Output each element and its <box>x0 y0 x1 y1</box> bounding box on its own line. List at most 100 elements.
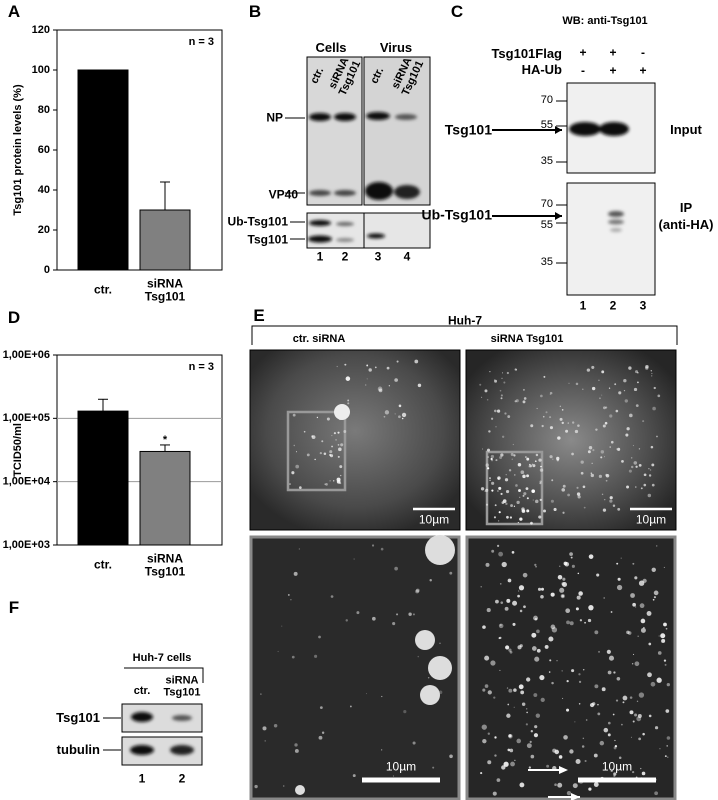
speckle <box>372 616 376 621</box>
speckle <box>306 453 310 457</box>
speckle <box>571 452 574 456</box>
speckle <box>507 578 512 583</box>
speckle <box>293 571 298 576</box>
speckle <box>412 613 415 616</box>
speckle <box>345 619 348 622</box>
panel-title: Huh-7 cells <box>132 652 192 665</box>
speckle <box>495 459 498 462</box>
speckle <box>666 745 668 747</box>
speckle <box>637 714 642 719</box>
y-tick-label: 1,00E+03 <box>3 539 50 551</box>
speckle <box>331 445 333 448</box>
speckle <box>613 772 617 776</box>
speckle <box>539 482 542 485</box>
speckle <box>484 655 490 661</box>
speckle <box>501 765 506 770</box>
speckle <box>487 690 492 695</box>
y-tick-label: 120 <box>32 24 50 36</box>
speckle <box>665 627 668 630</box>
speckle <box>384 410 390 415</box>
speckle <box>394 378 398 382</box>
lane-number: 3 <box>639 298 647 313</box>
lane-number: 2 <box>341 249 349 264</box>
speckle <box>557 436 561 440</box>
speckle <box>540 394 543 398</box>
speckle <box>666 736 671 740</box>
speckle <box>653 386 656 390</box>
speckle <box>340 474 342 477</box>
speckle <box>334 404 350 420</box>
scale-bar-label: 10µm <box>635 512 667 527</box>
speckle <box>415 630 435 650</box>
speckle <box>381 749 383 751</box>
speckle <box>501 435 505 438</box>
lane-number: 2 <box>178 771 186 786</box>
speckle <box>480 772 483 775</box>
speckle <box>632 562 635 565</box>
speckle <box>522 400 526 404</box>
row-label: Tsg101Flag <box>491 46 562 62</box>
speckle <box>582 388 584 390</box>
speckle <box>559 417 563 421</box>
speckle <box>582 737 585 740</box>
speckle <box>330 454 334 458</box>
speckle <box>336 477 341 482</box>
panel-label: B <box>248 2 262 22</box>
micrographs <box>249 325 678 800</box>
speckle <box>520 690 525 695</box>
x-tick-label: ctr. <box>93 557 112 572</box>
speckle <box>295 785 305 795</box>
speckle <box>534 563 537 567</box>
speckle <box>532 499 534 501</box>
speckle <box>556 456 560 461</box>
speckle <box>561 670 563 672</box>
error-bar <box>160 181 170 210</box>
speckle <box>420 685 440 705</box>
speckle <box>496 544 500 547</box>
speckle <box>507 415 511 418</box>
speckle <box>626 427 630 431</box>
speckle <box>614 745 618 748</box>
speckle <box>494 754 497 757</box>
speckle <box>624 399 628 403</box>
speckle <box>650 370 652 372</box>
speckle <box>665 709 670 713</box>
speckle <box>617 577 621 581</box>
speckle <box>500 601 504 604</box>
speckle <box>500 394 503 397</box>
y-axis-label: TCID50/ml <box>12 423 24 477</box>
speckle <box>593 782 599 787</box>
speckle <box>515 369 518 371</box>
speckle <box>415 588 420 593</box>
speckle <box>598 650 600 653</box>
speckle <box>526 677 531 682</box>
speckle <box>561 582 565 586</box>
speckle <box>514 400 517 403</box>
speckle <box>490 454 495 459</box>
speckle <box>294 743 298 747</box>
band-label: Ub-Tsg101 <box>421 206 492 223</box>
speckle <box>635 486 637 488</box>
speckle <box>623 379 627 383</box>
speckle <box>640 767 642 770</box>
speckle <box>571 564 575 568</box>
speckle <box>605 473 608 477</box>
speckle <box>528 510 530 512</box>
speckle <box>594 630 599 635</box>
speckle <box>612 713 615 716</box>
speckle <box>616 676 621 681</box>
speckle <box>337 431 340 434</box>
speckle <box>622 695 628 701</box>
speckle <box>551 627 558 633</box>
speckle <box>490 660 496 666</box>
speckle <box>609 496 613 500</box>
speckle <box>648 642 652 646</box>
speckle <box>514 474 516 476</box>
speckle <box>502 372 504 374</box>
speckle <box>656 677 662 683</box>
speckle <box>577 495 581 499</box>
speckle <box>534 725 538 729</box>
speckle <box>638 692 645 698</box>
speckle <box>632 770 635 774</box>
speckle <box>574 429 579 434</box>
